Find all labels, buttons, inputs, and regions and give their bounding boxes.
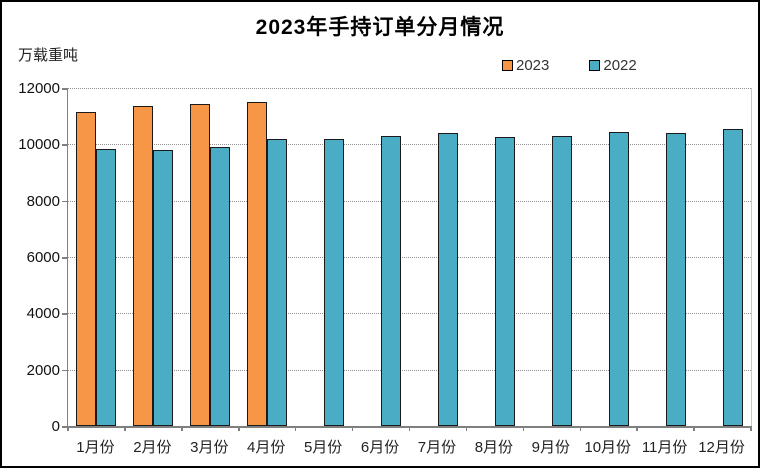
y-tick-mark	[62, 144, 67, 146]
legend-label-2022: 2022	[603, 57, 637, 74]
bar-2023-3月份	[190, 103, 211, 426]
x-tick-mark	[522, 426, 525, 431]
bar-2022-7月份	[437, 133, 458, 426]
bar-2023-4月份	[247, 102, 268, 426]
x-axis-label-10月份: 10月份	[584, 439, 632, 456]
x-axis-label-11月份: 11月份	[641, 439, 688, 456]
y-tick-label-2000: 2000	[26, 361, 60, 379]
bar-2023-2月份	[133, 106, 154, 426]
x-axis-label-9月份: 9月份	[531, 439, 570, 456]
gridline-10000	[68, 144, 751, 146]
x-axis-label-5月份: 5月份	[303, 439, 343, 456]
bar-2022-2月份	[153, 149, 174, 426]
gridline-6000	[68, 257, 751, 258]
x-axis-label-6月份: 6月份	[360, 439, 400, 456]
gridline-2000	[68, 369, 751, 371]
bar-2022-8月份	[494, 137, 515, 426]
legend-swatch-2023-icon	[502, 60, 513, 71]
bar-2022-6月份	[381, 135, 402, 426]
gridline-12000	[68, 88, 751, 89]
x-tick-mark	[750, 426, 752, 431]
bar-2022-5月份	[324, 138, 345, 426]
x-axis-label-3月份: 3月份	[190, 439, 229, 456]
x-tick-mark	[238, 426, 240, 431]
legend: 2023 2022	[502, 57, 637, 74]
y-tick-label-8000: 8000	[26, 192, 60, 210]
bar-2022-11月份	[665, 133, 686, 426]
bar-2022-9月份	[551, 135, 572, 426]
legend-swatch-2022-icon	[589, 60, 601, 71]
x-axis-label-7月份: 7月份	[417, 439, 457, 456]
legend-label-2023: 2023	[516, 57, 550, 74]
x-tick-mark	[408, 426, 411, 431]
x-axis-label-8月份: 8月份	[474, 439, 514, 456]
y-tick-label-4000: 4000	[26, 305, 60, 323]
y-tick-mark	[62, 369, 67, 372]
gridline-8000	[68, 200, 751, 202]
y-tick-label-6000: 6000	[26, 249, 60, 266]
y-tick-mark	[62, 200, 67, 203]
x-tick-mark	[67, 426, 69, 431]
x-tick-mark	[351, 426, 354, 431]
x-tick-mark	[636, 426, 638, 431]
x-axis-label-4月份: 4月份	[247, 439, 286, 456]
x-axis-label-2月份: 2月份	[133, 439, 172, 456]
bar-2022-4月份	[267, 138, 288, 426]
x-tick-mark	[124, 426, 126, 431]
plot-area	[67, 88, 752, 431]
gridline-4000	[68, 313, 751, 315]
legend-item-2023: 2023	[502, 57, 549, 74]
bar-2022-3月份	[210, 147, 231, 426]
y-tick-label-0: 0	[51, 418, 60, 435]
x-tick-mark	[294, 426, 297, 431]
y-tick-mark	[62, 257, 67, 259]
chart-title: 2023年手持订单分月情况	[255, 16, 505, 39]
y-tick-label-12000: 12000	[18, 80, 60, 97]
y-axis-unit-label: 万载重吨	[18, 47, 79, 64]
legend-item-2022: 2022	[589, 57, 637, 74]
y-tick-mark	[62, 313, 67, 315]
bar-2022-12月份	[722, 128, 743, 426]
x-tick-mark	[181, 426, 183, 431]
bar-2023-1月份	[76, 111, 97, 426]
x-axis-label-1月份: 1月份	[76, 439, 115, 456]
x-tick-mark	[465, 426, 468, 431]
y-tick-label-10000: 10000	[18, 136, 60, 154]
x-tick-mark	[693, 426, 695, 431]
bar-2022-1月份	[96, 148, 117, 426]
bar-2022-10月份	[608, 131, 629, 426]
x-axis-label-12月份: 12月份	[698, 439, 745, 456]
y-tick-mark	[62, 88, 67, 90]
x-tick-mark	[579, 426, 581, 431]
y-tick-mark	[62, 426, 67, 428]
